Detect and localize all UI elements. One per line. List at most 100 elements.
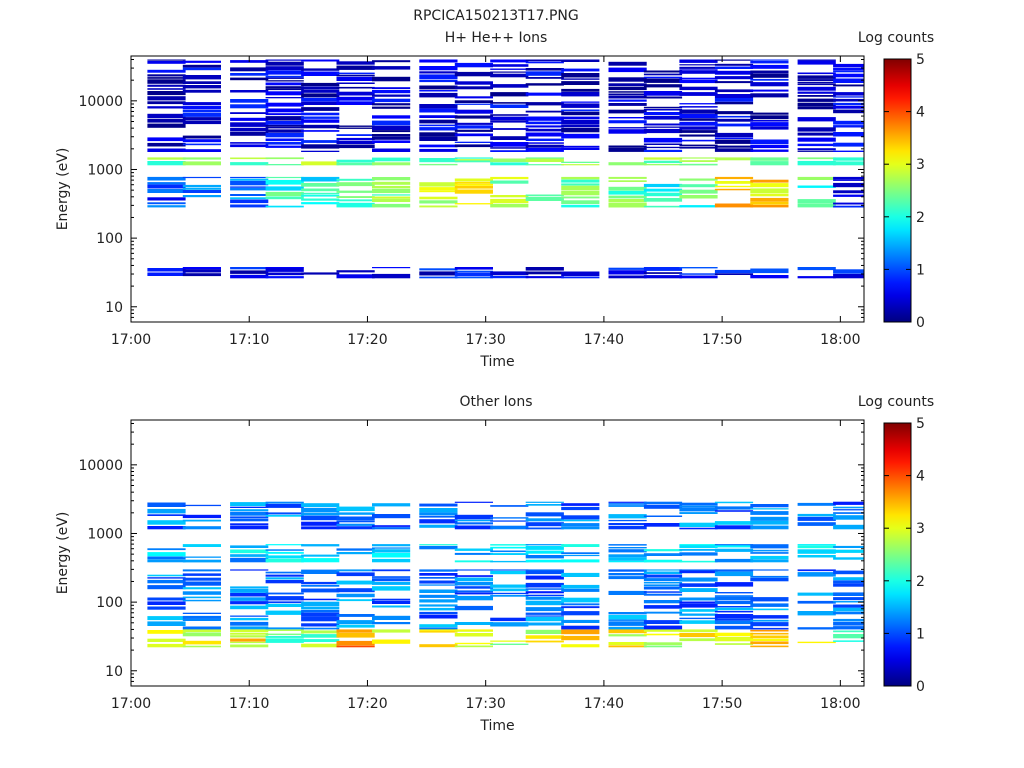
spectrogram-bin: [301, 569, 340, 574]
spectrogram-bin: [679, 583, 718, 587]
spectrogram-bin: [301, 112, 340, 116]
spectrogram-bin: [147, 59, 186, 61]
spectrogram-bin: [419, 148, 458, 152]
spectrogram-bin: [490, 517, 529, 519]
spectrogram-bin: [833, 577, 864, 581]
spectrogram-bin: [797, 132, 836, 136]
spectrogram-bin: [490, 617, 529, 622]
spectrogram-bin: [608, 626, 647, 630]
spectrogram-bin: [643, 523, 683, 527]
spectrogram-bin: [372, 185, 411, 189]
spectrogram-bin: [714, 76, 754, 80]
spectrogram-bin: [419, 163, 458, 166]
spectrogram-bin: [182, 526, 221, 530]
spectrogram-bin: [525, 559, 564, 563]
spectrogram-bin: [301, 97, 340, 102]
spectrogram-bin: [797, 143, 836, 147]
spectrogram-bin: [147, 197, 186, 201]
spectrogram-bin: [419, 594, 458, 598]
spectrogram-bin: [833, 157, 864, 161]
spectrogram-bin: [643, 515, 683, 517]
spectrogram-bin: [797, 569, 836, 572]
spectrogram-bin: [419, 187, 458, 191]
spectrogram-bin: [643, 267, 683, 271]
spectrogram-bin: [454, 501, 493, 503]
spectrogram-bin: [643, 188, 683, 192]
spectrogram-bin: [750, 112, 789, 115]
spectrogram-bin: [525, 164, 564, 166]
spectrogram-bin: [750, 641, 789, 645]
spectrogram-bin: [454, 582, 493, 586]
spectrogram-bins: [147, 59, 864, 279]
spectrogram-bin: [525, 157, 564, 159]
spectrogram-bin: [147, 182, 186, 185]
spectrogram-bin: [833, 96, 864, 98]
spectrogram-bin: [490, 195, 529, 198]
spectrogram-bin: [608, 148, 647, 152]
spectrogram-bin: [454, 605, 493, 611]
spectrogram-bin: [750, 569, 789, 571]
spectrogram-bin: [679, 629, 718, 633]
spectrogram-bin: [419, 182, 458, 187]
spectrogram-bin: [608, 267, 647, 270]
spectrogram-bin: [454, 184, 493, 186]
spectrogram-bin: [608, 180, 647, 182]
spectrogram-bin: [833, 179, 864, 181]
spectrogram-bin: [833, 71, 864, 73]
spectrogram-bin: [490, 116, 529, 120]
spectrogram-bin: [230, 67, 269, 72]
spectrogram-bin: [608, 93, 647, 95]
spectrogram-bin: [643, 625, 683, 630]
spectrogram-bin: [301, 192, 340, 195]
spectrogram-bin: [147, 189, 186, 193]
spectrogram-bin: [561, 185, 600, 191]
spectrogram-bin: [182, 632, 221, 637]
spectrogram-bin: [182, 184, 221, 188]
spectrogram-bin: [336, 127, 375, 129]
spectrogram-bin: [797, 203, 836, 208]
spectrogram-bin: [147, 69, 186, 73]
spectrogram-bin: [561, 584, 600, 589]
spectrogram-bin: [230, 511, 269, 516]
spectrogram-bin: [265, 512, 304, 515]
spectrogram-bin: [679, 106, 718, 108]
spectrogram-bin: [454, 125, 493, 129]
spectrogram-bin: [525, 635, 564, 639]
spectrogram-bin: [336, 199, 375, 202]
spectrogram-bin: [679, 118, 718, 121]
spectrogram-bin: [265, 129, 304, 133]
spectrogram-bin: [679, 588, 718, 592]
spectrogram-bin: [336, 629, 375, 633]
spectrogram-bin: [643, 96, 683, 99]
spectrogram-bin: [797, 102, 836, 107]
spectrogram-bin: [679, 507, 718, 512]
spectrogram-bin: [833, 506, 864, 509]
spectrogram-bin: [490, 128, 529, 130]
spectrogram-bin: [750, 627, 789, 630]
spectrogram-bin: [525, 518, 564, 522]
spectrogram-bin: [301, 68, 340, 71]
spectrogram-bin: [679, 92, 718, 96]
spectrogram-bin: [419, 544, 458, 546]
spectrogram-bin: [230, 117, 269, 121]
spectrogram-bin: [561, 183, 600, 186]
spectrogram-bin: [230, 516, 269, 519]
spectrogram-bin: [419, 268, 458, 271]
spectrogram-bin: [182, 612, 221, 614]
spectrogram-bin: [643, 549, 683, 552]
spectrogram-bin: [561, 276, 600, 279]
x-tick-label: 17:50: [702, 696, 742, 712]
spectrogram-bin: [714, 132, 754, 138]
spectrogram-bin: [525, 157, 564, 162]
spectrogram-bin: [419, 200, 458, 204]
spectrogram-bin: [750, 64, 789, 69]
spectrogram-bin: [608, 67, 647, 73]
spectrogram-bin: [561, 68, 600, 72]
spectrogram-bin: [643, 84, 683, 88]
spectrogram-bin: [454, 86, 493, 90]
spectrogram-bin: [643, 109, 683, 111]
spectrogram-bin: [230, 112, 269, 114]
x-tick-label: 17:10: [229, 332, 269, 348]
spectrogram-bin: [679, 64, 718, 66]
spectrogram-bin: [643, 559, 683, 563]
